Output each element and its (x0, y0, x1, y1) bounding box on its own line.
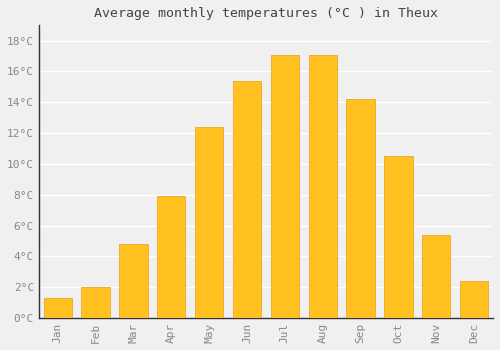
Bar (270, 55, 299, 318)
Bar (233, 81, 261, 318)
Bar (44, 298, 72, 318)
Bar (308, 55, 337, 318)
Bar (119, 244, 148, 318)
Bar (422, 235, 450, 318)
Bar (195, 127, 224, 318)
Bar (460, 281, 488, 318)
Bar (384, 156, 412, 318)
Bar (157, 196, 186, 318)
Bar (82, 287, 110, 318)
Title: Average monthly temperatures (°C ) in Theux: Average monthly temperatures (°C ) in Th… (94, 7, 438, 20)
Bar (346, 99, 375, 318)
